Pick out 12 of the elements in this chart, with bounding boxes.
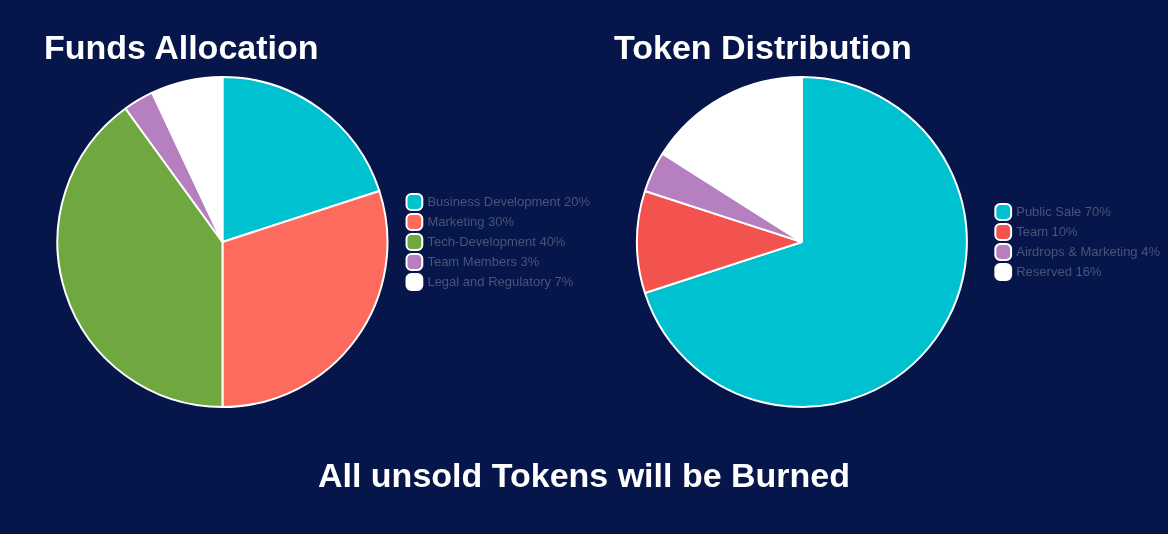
text: All unsold Tokens will be Burned — [316, 456, 852, 495]
legend-label: Team Members 3% — [427, 253, 540, 269]
chart-title: Token Distribution — [614, 28, 913, 68]
chart-title: Funds Allocation — [44, 28, 320, 68]
legend-label: Public Sale 70% — [1016, 203, 1112, 219]
legend-label: Reserved 16% — [1016, 263, 1102, 279]
legend-label: Marketing 30% — [427, 213, 515, 229]
legend-label: Airdrops & Marketing 4% — [1016, 243, 1161, 259]
legend-label: Team 10% — [1016, 223, 1079, 239]
legend-label: Legal and Regulatory 7% — [427, 273, 574, 289]
legend-label: Tech-Development 40% — [427, 233, 566, 249]
legend-label: Business Development 20% — [427, 193, 591, 209]
